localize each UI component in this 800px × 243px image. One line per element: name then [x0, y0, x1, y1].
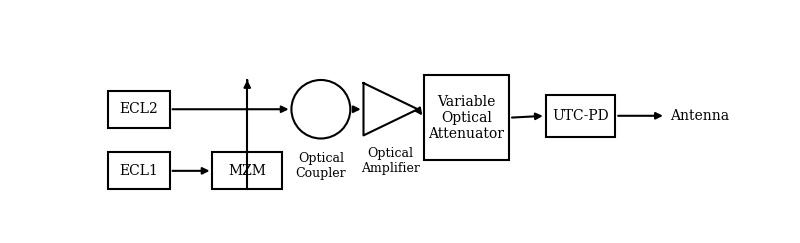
- Bar: [108, 91, 170, 128]
- Text: Variable
Optical
Attenuator: Variable Optical Attenuator: [429, 95, 505, 141]
- Text: Antenna: Antenna: [670, 109, 729, 123]
- Bar: [546, 95, 615, 137]
- Text: ECL2: ECL2: [119, 102, 158, 116]
- Text: MZM: MZM: [228, 164, 266, 178]
- Bar: [108, 152, 170, 189]
- Ellipse shape: [291, 80, 350, 139]
- Text: Optical
Amplifier: Optical Amplifier: [361, 147, 420, 175]
- Bar: [212, 152, 282, 189]
- Text: ECL1: ECL1: [119, 164, 158, 178]
- Bar: [424, 75, 509, 160]
- Text: UTC-PD: UTC-PD: [552, 109, 609, 123]
- Text: Optical
Coupler: Optical Coupler: [295, 152, 346, 180]
